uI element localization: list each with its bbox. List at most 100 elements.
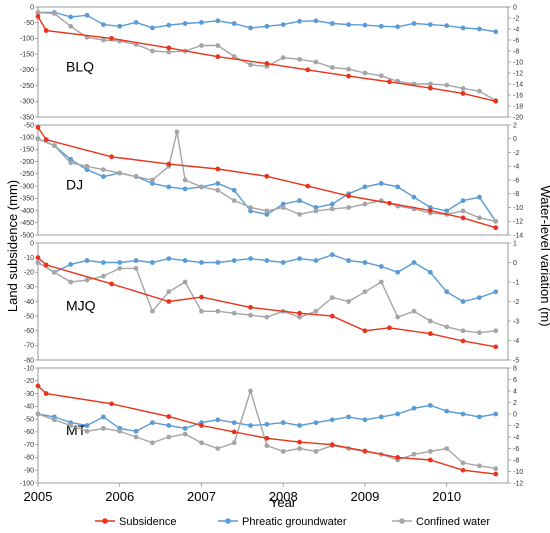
right-tick-label: -10 bbox=[513, 59, 523, 66]
phreatic-point bbox=[166, 184, 172, 190]
right-tick-label: -4 bbox=[513, 164, 519, 171]
right-tick-label: -6 bbox=[513, 37, 519, 44]
phreatic-point bbox=[476, 414, 482, 420]
subsidence-point bbox=[35, 383, 41, 389]
panels-group: 0-50-100-150-200-250-300-3500-2-4-6-8-10… bbox=[20, 4, 523, 487]
phreatic-point bbox=[329, 417, 335, 423]
x-tick-label: 2005 bbox=[24, 489, 53, 504]
confined-point bbox=[199, 43, 204, 48]
subsidence-point bbox=[166, 299, 172, 304]
subsidence-point bbox=[199, 294, 204, 300]
phreatic-point bbox=[313, 420, 319, 426]
confined-point bbox=[264, 314, 270, 320]
subsidence-point bbox=[493, 471, 499, 477]
right-tick-label: -18 bbox=[513, 103, 523, 110]
phreatic-point bbox=[182, 186, 188, 192]
left-tick-label: -100 bbox=[20, 36, 34, 43]
phreatic-point bbox=[264, 258, 270, 263]
confined-point bbox=[231, 198, 237, 204]
subsidence-point bbox=[43, 28, 49, 33]
confined-point bbox=[117, 428, 123, 434]
subsidence-point bbox=[427, 331, 433, 337]
phreatic-point bbox=[411, 194, 417, 200]
confined-point bbox=[100, 273, 106, 279]
phreatic-point bbox=[84, 12, 90, 18]
confined-point bbox=[313, 308, 319, 314]
x-tick-label: 2008 bbox=[269, 489, 298, 504]
left-tick-label: -350 bbox=[20, 114, 34, 121]
confined-point bbox=[476, 88, 482, 94]
right-tick-label: 2 bbox=[513, 122, 517, 129]
subsidence-line bbox=[37, 385, 496, 475]
right-tick-label: -12 bbox=[513, 219, 523, 226]
right-tick-label: -2 bbox=[513, 150, 519, 157]
phreatic-point bbox=[329, 21, 335, 26]
confined-point bbox=[264, 208, 270, 214]
right-tick-label: 2 bbox=[513, 400, 517, 407]
left-tick-label: -80 bbox=[24, 357, 34, 364]
left-tick-label: -150 bbox=[20, 147, 34, 154]
confined-point bbox=[264, 443, 270, 449]
legend-item-phreatic: Phreatic groundwater bbox=[218, 516, 347, 528]
subsidence-point bbox=[35, 14, 41, 19]
confined-point bbox=[362, 201, 368, 207]
confined-point bbox=[117, 170, 123, 176]
phreatic-point bbox=[182, 425, 188, 431]
confined-point bbox=[51, 417, 57, 423]
phreatic-point bbox=[444, 408, 450, 414]
right-tick-label: -4 bbox=[513, 26, 519, 33]
left-tick-label: -10 bbox=[24, 365, 34, 372]
left-tick-label: -60 bbox=[24, 328, 34, 335]
confined-point bbox=[84, 277, 90, 283]
confined-point bbox=[297, 314, 302, 320]
phreatic-point bbox=[378, 181, 384, 186]
subsidence-point bbox=[460, 467, 466, 473]
confined-point bbox=[493, 328, 499, 334]
phreatic-point bbox=[231, 258, 237, 263]
phreatic-point bbox=[346, 258, 352, 263]
subsidence-point bbox=[166, 161, 172, 167]
left-tick-label: -20 bbox=[24, 270, 34, 277]
confined-point bbox=[248, 205, 253, 210]
confined-point bbox=[182, 431, 188, 437]
confined-point bbox=[215, 446, 221, 451]
subsidence-point bbox=[305, 183, 311, 189]
confined-point bbox=[231, 440, 237, 446]
confined-line bbox=[37, 131, 496, 222]
subsidence-point bbox=[43, 262, 49, 268]
left-tick-label: -200 bbox=[20, 67, 34, 74]
x-tick-label: 2007 bbox=[187, 489, 216, 504]
confined-point bbox=[444, 82, 450, 88]
phreatic-point bbox=[248, 208, 253, 214]
phreatic-point bbox=[280, 201, 286, 207]
right-tick-label: 4 bbox=[513, 388, 517, 395]
phreatic-point bbox=[150, 260, 155, 265]
phreatic-point bbox=[199, 260, 204, 265]
subsidence-point bbox=[109, 36, 114, 41]
confined-point bbox=[100, 425, 106, 431]
confined-point bbox=[476, 215, 482, 221]
left-tick-label: -40 bbox=[24, 299, 34, 306]
phreatic-point bbox=[280, 420, 286, 426]
x-tick-label: 2006 bbox=[105, 489, 134, 504]
confined-point bbox=[166, 434, 172, 440]
phreatic-point bbox=[444, 289, 450, 295]
confined-point bbox=[444, 446, 450, 451]
subsidence-point bbox=[297, 310, 302, 316]
panel-frame bbox=[37, 367, 509, 484]
subsidence-line bbox=[37, 16, 496, 102]
phreatic-point bbox=[297, 423, 302, 428]
subsidence-point bbox=[43, 391, 49, 396]
left-tick-label: -60 bbox=[24, 429, 34, 436]
phreatic-point bbox=[133, 258, 139, 263]
subsidence-point bbox=[43, 137, 49, 143]
confined-point bbox=[460, 208, 466, 214]
phreatic-point bbox=[411, 21, 417, 26]
confined-point bbox=[329, 206, 335, 212]
x-tick-label: 2009 bbox=[350, 489, 379, 504]
x-axis-title: Year bbox=[270, 495, 297, 510]
confined-point bbox=[117, 265, 123, 271]
confined-point bbox=[215, 308, 221, 314]
confined-point bbox=[68, 423, 74, 428]
